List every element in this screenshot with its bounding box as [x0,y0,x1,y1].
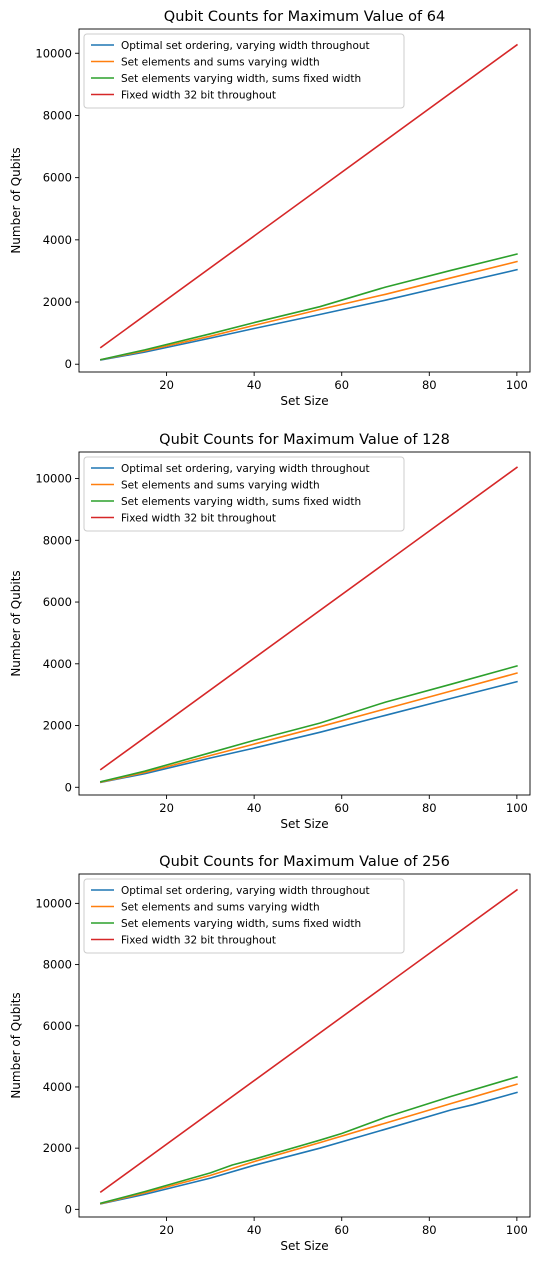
x-axis-label: Set Size [280,394,328,408]
legend-entry: Set elements and sums varying width [121,56,320,68]
y-axis-label: Number of Qubits [9,147,23,253]
legend: Optimal set ordering, varying width thro… [83,33,405,109]
series-line-2 [99,260,518,361]
y-tick-label: 6000 [43,595,72,609]
legend-entry: Optimal set ordering, varying width thro… [121,885,370,897]
x-axis-label: Set Size [280,1239,328,1253]
y-axis-label: Number of Qubits [9,992,23,1098]
legend: Optimal set ordering, varying width thro… [83,878,405,954]
chart-title: Qubit Counts for Maximum Value of 64 [164,9,445,25]
x-tick-label: 40 [247,1223,262,1237]
x-tick-label: 60 [334,1223,349,1237]
series-line-1 [99,680,518,784]
y-tick-label: 2000 [43,1141,72,1155]
series-line-3 [99,1075,518,1205]
y-tick-label: 10000 [35,472,72,486]
x-axis-label: Set Size [280,817,328,831]
legend-box [83,456,405,532]
axes-frame [78,451,531,796]
legend-entry: Optimal set ordering, varying width thro… [121,40,370,52]
y-tick-label: 8000 [43,533,72,547]
x-tick-label: 20 [159,801,174,815]
y-tick-label: 6000 [43,171,72,185]
legend-entry: Set elements and sums varying width [121,479,320,491]
legend-entry: Fixed width 32 bit throughout [121,934,276,946]
legend-entry: Optimal set ordering, varying width thro… [121,463,370,475]
y-tick-label: 0 [65,357,72,371]
series-line-2 [99,672,518,783]
y-tick-label: 8000 [43,108,72,122]
axes-frame [78,873,531,1218]
series-line-4 [99,466,519,771]
series-line-1 [99,1091,518,1205]
y-axis-label: Number of Qubits [9,570,23,676]
legend-entry: Fixed width 32 bit throughout [121,89,276,101]
y-tick-label: 10000 [35,896,72,910]
x-tick-label: 60 [334,801,349,815]
legend: Optimal set ordering, varying width thro… [83,456,405,532]
x-tick-label: 40 [247,801,262,815]
legend-box [83,33,405,109]
legend-box [83,878,405,954]
y-tick-label: 4000 [43,657,72,671]
x-tick-label: 80 [422,1223,437,1237]
x-tick-label: 20 [159,378,174,392]
y-tick-label: 6000 [43,1019,72,1033]
y-tick-label: 2000 [43,295,72,309]
chart-panel-2: Qubit Counts for Maximum Value of 128 20 4… [9,432,531,831]
legend-entry: Set elements varying width, sums fixed w… [121,73,361,85]
y-tick-label: 10000 [35,46,72,60]
y-tick-label: 8000 [43,958,72,972]
x-tick-label: 60 [334,378,349,392]
series-line-2 [99,1083,518,1205]
y-tick-label: 0 [65,780,72,794]
y-tick-label: 4000 [43,1080,72,1094]
legend-entry: Set elements varying width, sums fixed w… [121,918,361,930]
x-tick-label: 80 [422,801,437,815]
series-line-3 [99,253,518,361]
x-tick-label: 20 [159,1223,174,1237]
y-tick-label: 0 [65,1202,72,1216]
legend-entry: Set elements varying width, sums fixed w… [121,496,361,508]
legend-entry: Fixed width 32 bit throughout [121,512,276,524]
x-tick-label: 40 [247,378,262,392]
chart-panel-3: Qubit Counts for Maximum Value of 256 20 4… [9,854,531,1253]
x-tick-label: 100 [506,378,528,392]
axes-frame [78,28,531,373]
legend-entry: Set elements and sums varying width [121,901,320,913]
chart-title: Qubit Counts for Maximum Value of 128 [159,432,450,448]
series-line-3 [99,665,518,783]
chart-title: Qubit Counts for Maximum Value of 256 [159,854,450,870]
series-line-1 [99,268,518,361]
y-tick-label: 4000 [43,233,72,247]
x-tick-label: 80 [422,378,437,392]
series-line-4 [99,43,519,349]
chart-panel-1: Qubit Counts for Maximum Value of 64 20 40… [9,9,531,408]
y-tick-label: 2000 [43,719,72,733]
x-tick-label: 100 [506,1223,528,1237]
series-line-4 [99,888,519,1194]
x-tick-label: 100 [506,801,528,815]
